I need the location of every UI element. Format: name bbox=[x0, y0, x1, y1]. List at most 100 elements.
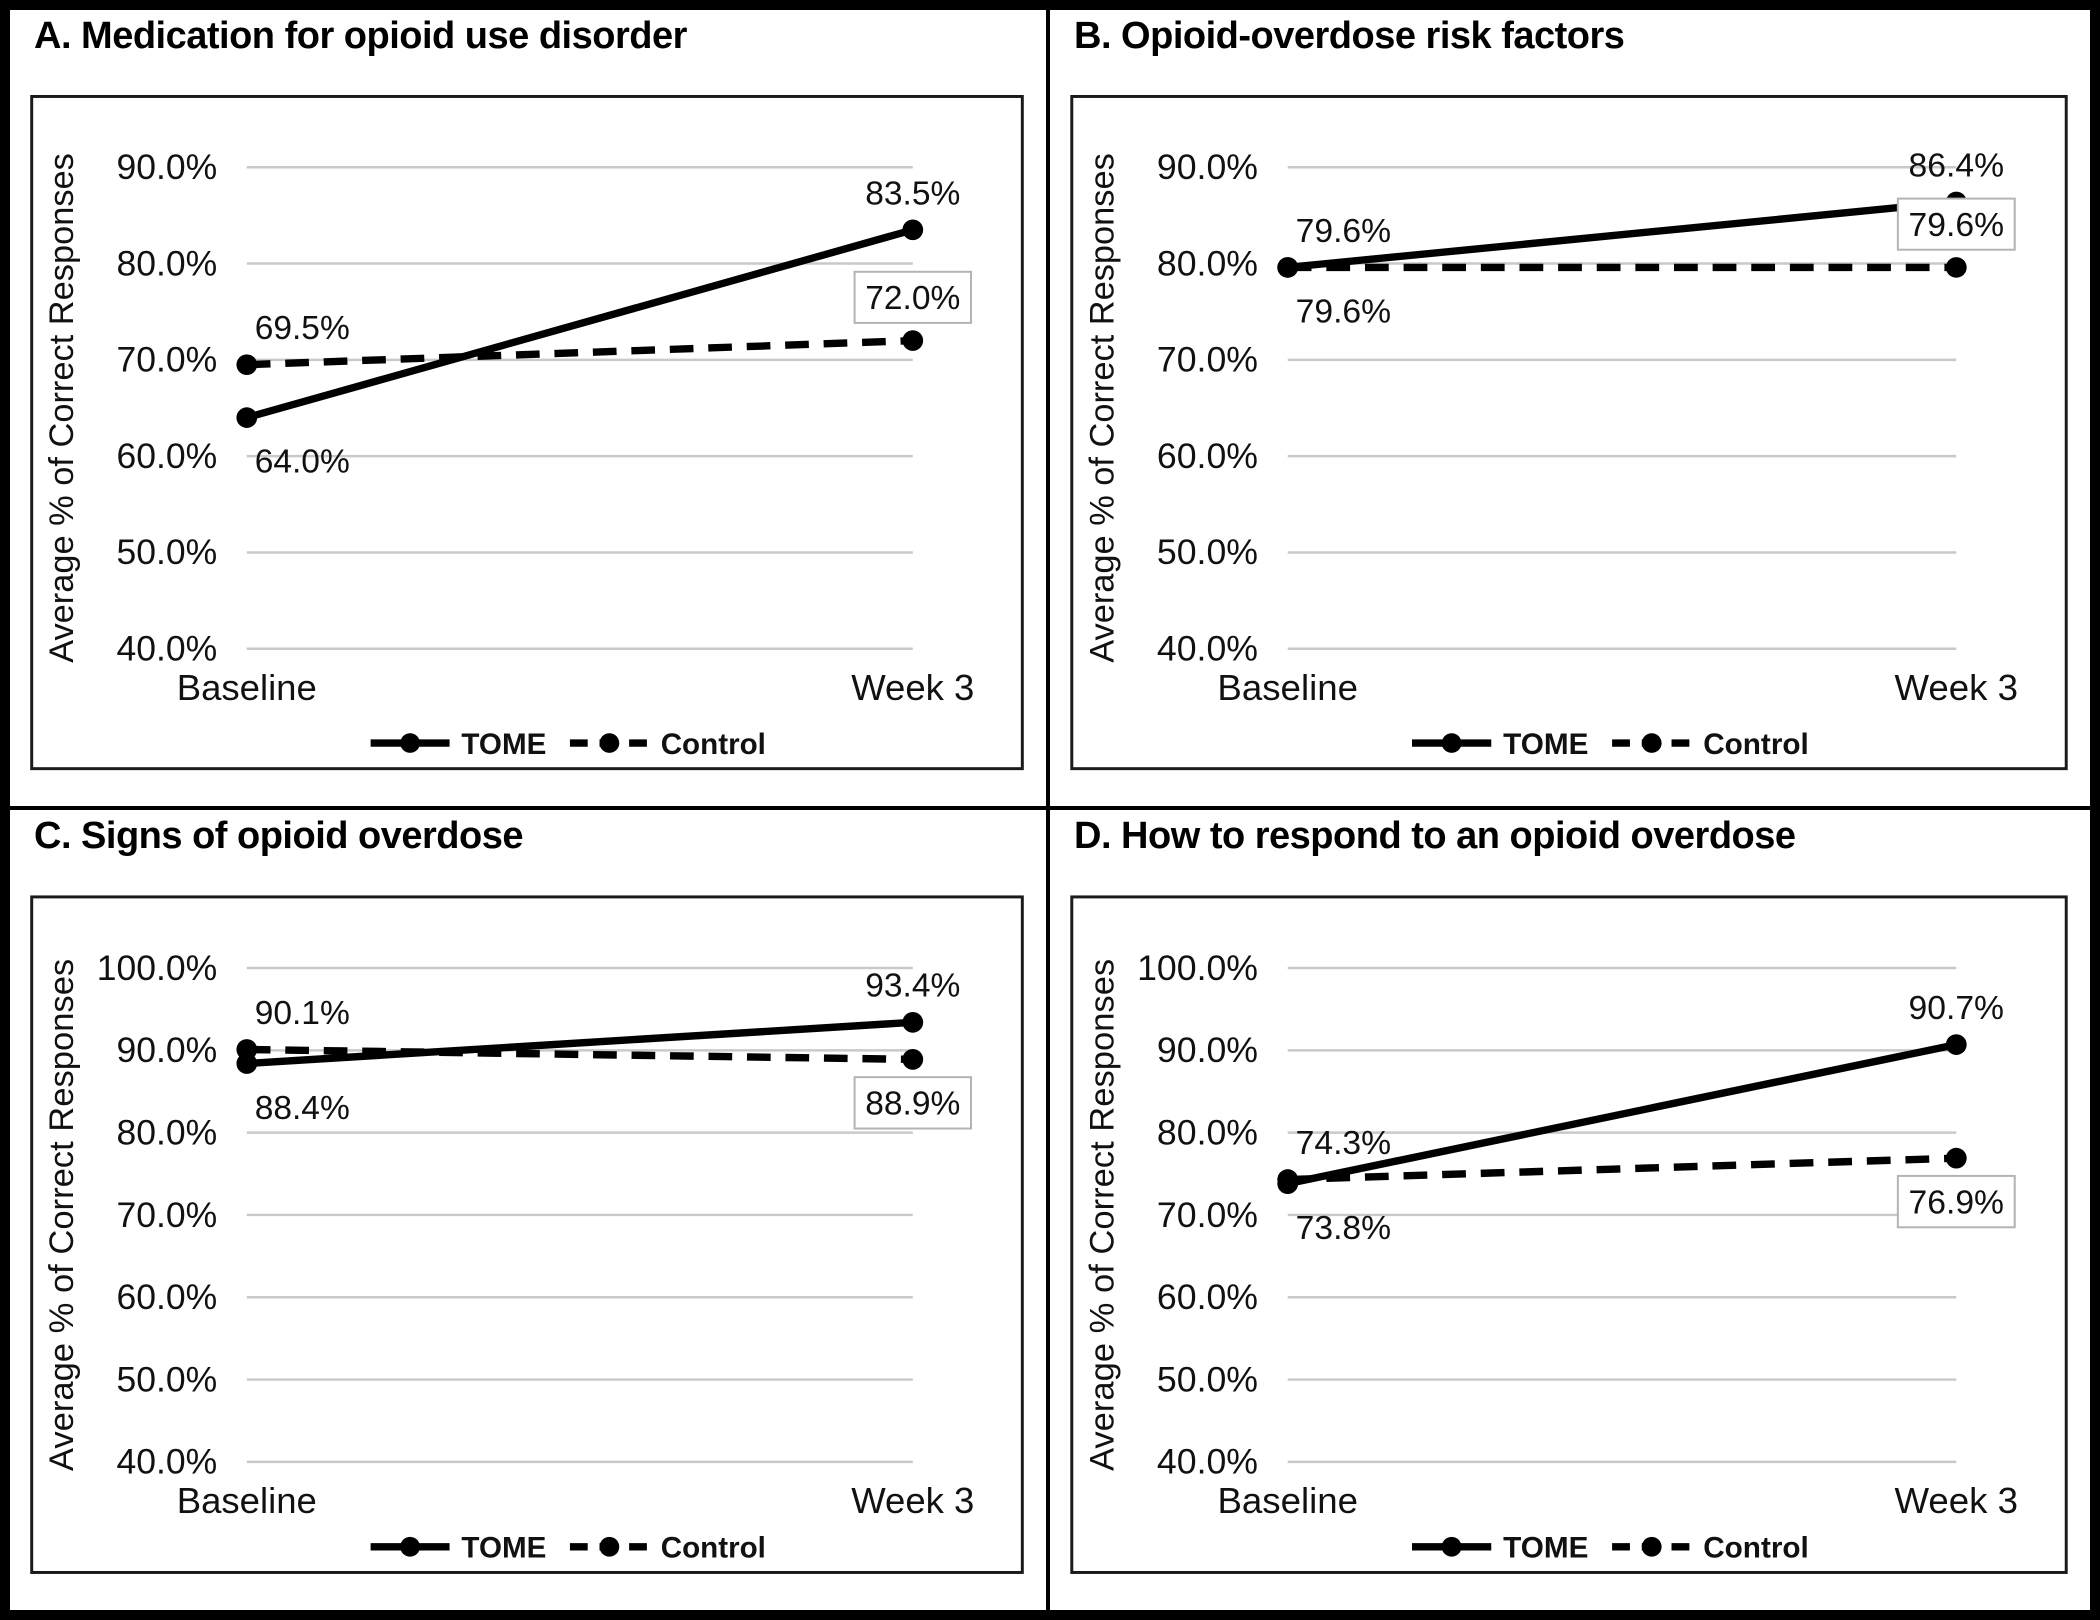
legend-item-control: Control bbox=[569, 728, 766, 761]
chart-c-signs-of-opioid-overdose: 100.0% 90.0% 80.0% 70.0% 60.0% 50.0% 40.0% Aver… bbox=[30, 895, 1024, 1574]
data-point-marker bbox=[236, 1039, 258, 1060]
y-tick-label: 80.0% bbox=[1157, 1113, 1258, 1153]
y-tick-label: 70.0% bbox=[117, 340, 218, 380]
x-axis-label: Week 3 bbox=[851, 667, 974, 708]
data-label: 64.0% bbox=[255, 444, 350, 481]
legend-marker bbox=[1641, 733, 1662, 753]
legend-label-control: Control bbox=[661, 728, 766, 761]
data-label-box bbox=[1896, 197, 2016, 251]
series-line-control bbox=[1287, 1154, 1957, 1184]
y-tick-label: 70.0% bbox=[1157, 1195, 1258, 1235]
data-point-marker bbox=[1945, 1147, 1967, 1169]
x-axis-labels: Baseline Week 3 bbox=[1217, 1480, 2018, 1521]
data-label: 79.6% bbox=[1296, 213, 1391, 250]
data-label-box bbox=[853, 270, 973, 324]
data-label-text: 93.4% bbox=[865, 968, 960, 1005]
series-line-control bbox=[246, 1045, 913, 1064]
legend-marker bbox=[400, 733, 420, 753]
legend-marker bbox=[400, 1536, 420, 1557]
y-tick-label: 80.0% bbox=[1157, 243, 1258, 283]
series-line-control bbox=[246, 336, 913, 369]
panel-d: D. How to respond to an opioid overdose … bbox=[1050, 810, 2090, 1610]
data-label-box bbox=[853, 1076, 973, 1130]
x-axis-labels: Baseline Week 3 bbox=[177, 1480, 975, 1521]
data-label-text: 83.5% bbox=[865, 175, 960, 212]
data-label-text: 79.6% bbox=[1296, 213, 1391, 250]
x-axis-label: Week 3 bbox=[1895, 1480, 2019, 1521]
panel-title-b: B. Opioid-overdose risk factors bbox=[1074, 15, 1625, 57]
legend: TOME Control bbox=[370, 1532, 766, 1565]
x-axis-label: Week 3 bbox=[851, 1480, 974, 1521]
data-label: 73.8% bbox=[1296, 1210, 1391, 1247]
data-label-text: 72.0% bbox=[865, 280, 960, 317]
series-line-tome bbox=[245, 226, 914, 422]
y-tick-label: 60.0% bbox=[117, 1277, 218, 1317]
x-axis-label: Baseline bbox=[1217, 1480, 1358, 1521]
y-tick-label: 60.0% bbox=[1157, 1277, 1258, 1317]
data-label-text: 90.1% bbox=[255, 995, 350, 1032]
y-tick-label: 100.0% bbox=[1137, 948, 1258, 988]
data-label: 88.9% bbox=[853, 1076, 973, 1130]
y-tick-label: 90.0% bbox=[117, 1030, 218, 1070]
panel-title-a: A. Medication for opioid use disorder bbox=[34, 15, 687, 57]
data-point-marker bbox=[236, 407, 258, 428]
series-line-tome bbox=[1287, 198, 1957, 272]
data-label: 83.5% bbox=[865, 175, 960, 212]
data-point-marker bbox=[902, 1011, 924, 1033]
panel-title-c: C. Signs of opioid overdose bbox=[34, 815, 523, 857]
y-tick-label: 90.0% bbox=[1157, 1030, 1258, 1070]
legend-item-tome: TOME bbox=[370, 1532, 546, 1565]
series-line-tome bbox=[246, 1018, 914, 1068]
data-label-text: 90.7% bbox=[1909, 990, 2004, 1027]
y-tick-label: 70.0% bbox=[1157, 340, 1258, 380]
data-label: 90.7% bbox=[1909, 990, 2004, 1027]
data-label: 86.4% bbox=[1909, 147, 2004, 184]
data-point-marker bbox=[1277, 1169, 1299, 1190]
data-label: 88.4% bbox=[255, 1090, 350, 1127]
legend-item-control: Control bbox=[569, 1532, 766, 1565]
legend-label-control: Control bbox=[1703, 1532, 1809, 1565]
data-label-text: 74.3% bbox=[1296, 1125, 1391, 1162]
y-tick-label: 80.0% bbox=[117, 1112, 218, 1152]
data-label: 90.1% bbox=[255, 995, 350, 1032]
y-tick-label: 90.0% bbox=[1157, 147, 1258, 187]
series-control bbox=[236, 1039, 924, 1070]
data-label-text: 88.4% bbox=[255, 1090, 350, 1127]
series-control bbox=[236, 330, 924, 375]
data-label-text: 76.9% bbox=[1909, 1184, 2004, 1221]
data-point-marker bbox=[1945, 257, 1967, 278]
data-label-text: 69.5% bbox=[255, 310, 350, 347]
y-tick-label: 50.0% bbox=[117, 1359, 218, 1399]
series-line-tome bbox=[1286, 1040, 1958, 1188]
series-tome bbox=[1277, 1034, 1967, 1195]
x-axis-labels: Baseline Week 3 bbox=[1217, 667, 2018, 708]
legend-label-tome: TOME bbox=[461, 1532, 546, 1565]
data-label: 93.4% bbox=[865, 968, 960, 1005]
data-point-marker bbox=[236, 354, 258, 375]
data-label-text: 64.0% bbox=[255, 444, 350, 481]
data-label-text: 86.4% bbox=[1909, 147, 2004, 184]
legend-marker bbox=[599, 1536, 620, 1557]
legend-item-tome: TOME bbox=[1412, 1532, 1588, 1565]
data-label-text: 73.8% bbox=[1296, 1210, 1391, 1247]
y-tick-labels: 90.0% 80.0% 70.0% 60.0% 50.0% 40.0% bbox=[1157, 147, 1258, 668]
y-tick-label: 50.0% bbox=[1157, 1359, 1258, 1399]
x-axis-label: Baseline bbox=[177, 1480, 317, 1521]
y-gridlines bbox=[1287, 966, 1957, 1464]
y-tick-label: 40.0% bbox=[1157, 1442, 1258, 1482]
data-point-marker bbox=[902, 1049, 924, 1070]
legend-label-control: Control bbox=[1703, 728, 1809, 761]
legend: TOME Control bbox=[1412, 1532, 1809, 1565]
y-axis-title: Average % of Correct Responses bbox=[1083, 959, 1121, 1471]
data-label: 76.9% bbox=[1896, 1174, 2016, 1229]
legend-item-control: Control bbox=[1612, 1532, 1809, 1565]
legend-label-tome: TOME bbox=[461, 728, 546, 761]
data-label-text: 79.6% bbox=[1296, 294, 1391, 331]
legend-marker bbox=[1441, 1536, 1462, 1557]
chart-d-how-to-respond-to-an-opioid-overdose: 100.0% 90.0% 80.0% 70.0% 60.0% 50.0% 40.0% Aver… bbox=[1070, 895, 2068, 1574]
y-gridlines bbox=[1287, 166, 1957, 650]
legend: TOME Control bbox=[370, 728, 766, 761]
y-tick-label: 50.0% bbox=[117, 532, 218, 572]
y-tick-label: 60.0% bbox=[1157, 436, 1258, 476]
